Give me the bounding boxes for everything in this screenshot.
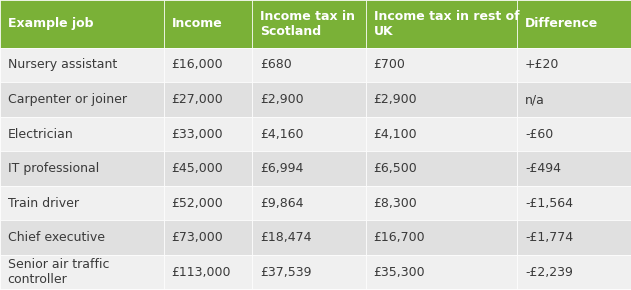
FancyBboxPatch shape bbox=[0, 220, 164, 255]
FancyBboxPatch shape bbox=[164, 186, 252, 220]
FancyBboxPatch shape bbox=[252, 82, 366, 117]
FancyBboxPatch shape bbox=[164, 220, 252, 255]
FancyBboxPatch shape bbox=[366, 220, 517, 255]
FancyBboxPatch shape bbox=[366, 117, 517, 151]
FancyBboxPatch shape bbox=[252, 186, 366, 220]
Text: £8,300: £8,300 bbox=[374, 197, 417, 210]
Text: £27,000: £27,000 bbox=[172, 93, 223, 106]
Text: +£20: +£20 bbox=[525, 59, 559, 72]
Text: Income: Income bbox=[172, 17, 222, 30]
Text: -£1,564: -£1,564 bbox=[525, 197, 573, 210]
FancyBboxPatch shape bbox=[164, 255, 252, 289]
Text: -£494: -£494 bbox=[525, 162, 561, 175]
Text: £4,100: £4,100 bbox=[374, 128, 417, 141]
Text: -£2,239: -£2,239 bbox=[525, 266, 573, 279]
FancyBboxPatch shape bbox=[252, 0, 366, 48]
FancyBboxPatch shape bbox=[0, 0, 164, 48]
FancyBboxPatch shape bbox=[252, 151, 366, 186]
Text: £700: £700 bbox=[374, 59, 406, 72]
Text: Train driver: Train driver bbox=[8, 197, 79, 210]
FancyBboxPatch shape bbox=[366, 0, 517, 48]
FancyBboxPatch shape bbox=[366, 151, 517, 186]
FancyBboxPatch shape bbox=[164, 48, 252, 82]
Text: £18,474: £18,474 bbox=[260, 231, 312, 244]
FancyBboxPatch shape bbox=[0, 151, 164, 186]
Text: £680: £680 bbox=[260, 59, 292, 72]
FancyBboxPatch shape bbox=[0, 82, 164, 117]
Text: £16,700: £16,700 bbox=[374, 231, 425, 244]
FancyBboxPatch shape bbox=[0, 117, 164, 151]
FancyBboxPatch shape bbox=[517, 151, 631, 186]
FancyBboxPatch shape bbox=[164, 151, 252, 186]
FancyBboxPatch shape bbox=[252, 117, 366, 151]
Text: £9,864: £9,864 bbox=[260, 197, 304, 210]
FancyBboxPatch shape bbox=[252, 255, 366, 289]
Text: £37,539: £37,539 bbox=[260, 266, 312, 279]
Text: IT professional: IT professional bbox=[8, 162, 99, 175]
Text: £2,900: £2,900 bbox=[260, 93, 304, 106]
Text: Example job: Example job bbox=[8, 17, 93, 30]
FancyBboxPatch shape bbox=[366, 82, 517, 117]
Text: Electrician: Electrician bbox=[8, 128, 73, 141]
Text: Senior air traffic
controller: Senior air traffic controller bbox=[8, 258, 109, 286]
FancyBboxPatch shape bbox=[517, 48, 631, 82]
Text: Difference: Difference bbox=[525, 17, 598, 30]
FancyBboxPatch shape bbox=[0, 255, 164, 289]
FancyBboxPatch shape bbox=[252, 220, 366, 255]
Text: Nursery assistant: Nursery assistant bbox=[8, 59, 117, 72]
Text: £113,000: £113,000 bbox=[172, 266, 231, 279]
Text: £35,300: £35,300 bbox=[374, 266, 425, 279]
Text: -£60: -£60 bbox=[525, 128, 553, 141]
Text: £45,000: £45,000 bbox=[172, 162, 223, 175]
Text: Income tax in rest of
UK: Income tax in rest of UK bbox=[374, 10, 519, 38]
Text: -£1,774: -£1,774 bbox=[525, 231, 573, 244]
FancyBboxPatch shape bbox=[164, 0, 252, 48]
FancyBboxPatch shape bbox=[252, 48, 366, 82]
Text: £73,000: £73,000 bbox=[172, 231, 223, 244]
FancyBboxPatch shape bbox=[164, 117, 252, 151]
Text: Income tax in
Scotland: Income tax in Scotland bbox=[260, 10, 355, 38]
FancyBboxPatch shape bbox=[366, 48, 517, 82]
FancyBboxPatch shape bbox=[517, 117, 631, 151]
FancyBboxPatch shape bbox=[517, 220, 631, 255]
Text: Carpenter or joiner: Carpenter or joiner bbox=[8, 93, 127, 106]
Text: £52,000: £52,000 bbox=[172, 197, 223, 210]
FancyBboxPatch shape bbox=[366, 255, 517, 289]
FancyBboxPatch shape bbox=[366, 186, 517, 220]
FancyBboxPatch shape bbox=[517, 0, 631, 48]
Text: n/a: n/a bbox=[525, 93, 545, 106]
FancyBboxPatch shape bbox=[517, 186, 631, 220]
Text: £4,160: £4,160 bbox=[260, 128, 304, 141]
FancyBboxPatch shape bbox=[0, 48, 164, 82]
FancyBboxPatch shape bbox=[164, 82, 252, 117]
FancyBboxPatch shape bbox=[517, 255, 631, 289]
Text: £33,000: £33,000 bbox=[172, 128, 223, 141]
Text: £2,900: £2,900 bbox=[374, 93, 417, 106]
Text: Chief executive: Chief executive bbox=[8, 231, 105, 244]
FancyBboxPatch shape bbox=[517, 82, 631, 117]
Text: £6,500: £6,500 bbox=[374, 162, 417, 175]
FancyBboxPatch shape bbox=[0, 186, 164, 220]
Text: £16,000: £16,000 bbox=[172, 59, 223, 72]
Text: £6,994: £6,994 bbox=[260, 162, 304, 175]
